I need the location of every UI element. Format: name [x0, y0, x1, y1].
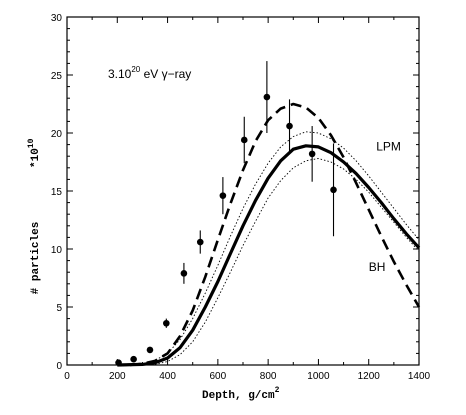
x-axis-label: Depth, g/cm2: [202, 386, 280, 402]
y-tick-label: 10: [51, 245, 63, 256]
x-tick-label: 800: [260, 371, 277, 382]
x-tick-label: 400: [159, 371, 176, 382]
data-point: [115, 359, 122, 366]
y-tick-label: 0: [56, 361, 62, 372]
y-tick-label: 30: [51, 13, 63, 24]
x-axis-label-base: Depth, g/cm: [202, 390, 275, 402]
curves: LPM BH: [117, 102, 421, 367]
data-point: [130, 355, 137, 363]
x-tick-label: 1000: [307, 371, 330, 382]
y-multiplier: *1010: [27, 138, 42, 168]
data-point: [163, 319, 170, 327]
annotation-sup: 20: [131, 65, 140, 74]
y-multiplier-sup: 10: [27, 138, 36, 148]
data-point: [180, 270, 188, 277]
axis-ticks: 0 200 400 600 800 1000 1200 1400 0 5 10 15 20 25 30: [51, 13, 431, 382]
data-point: [219, 192, 227, 199]
y-multiplier-base: *10: [30, 148, 42, 168]
data-point: [286, 122, 293, 130]
y-tick-label: 15: [51, 187, 63, 198]
data-point: [196, 238, 204, 246]
data-point: [240, 136, 248, 144]
data-points: [115, 61, 337, 366]
data-point: [308, 150, 316, 158]
x-tick-label: 600: [210, 371, 227, 382]
y-tick-label: 5: [56, 303, 62, 314]
x-axis-label-sup: 2: [275, 386, 280, 395]
series-line-bh: [129, 102, 421, 367]
y-axis-label: # particles: [30, 222, 42, 295]
curve-label-bh: BH: [369, 260, 386, 274]
y-tick-label: 20: [51, 129, 63, 140]
data-point: [330, 186, 337, 194]
annotation-prefix: 3.10: [108, 67, 132, 81]
x-tick-label: 1200: [358, 371, 381, 382]
x-tick-label: 200: [109, 371, 126, 382]
data-point: [263, 93, 271, 101]
x-tick-label: 1400: [408, 371, 431, 382]
curve-label-lpm: LPM: [376, 139, 401, 153]
annotation-text: 3.1020 eV γ−ray: [108, 65, 191, 81]
series-line-lpm: [117, 144, 421, 367]
series-line-band-3: [154, 158, 420, 365]
data-point: [146, 346, 154, 354]
y-tick-label: 25: [51, 71, 63, 82]
x-tick-label: 0: [64, 371, 70, 382]
annotation-suffix: eV γ−ray: [140, 67, 191, 81]
